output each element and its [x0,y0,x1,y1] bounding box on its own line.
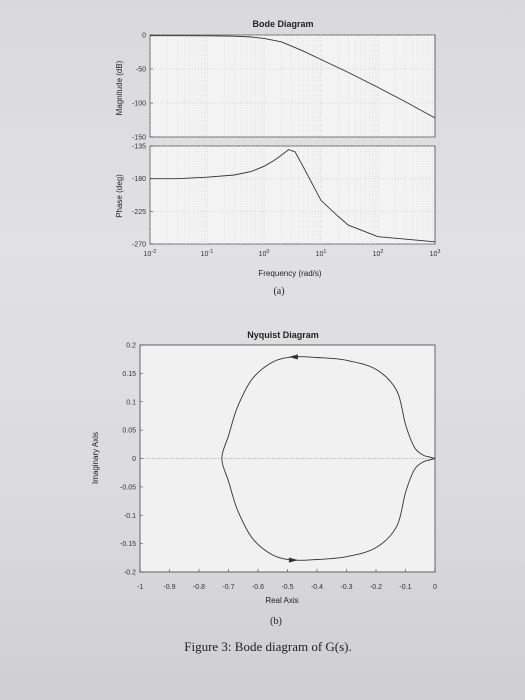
y-tick-label: -180 [132,176,146,183]
x-tick-label: -0.6 [252,584,264,591]
phase-ylabel: Phase (deg) [115,174,124,218]
magnitude-axes [149,34,436,138]
y-tick-label: 0.1 [126,399,136,406]
bode-caption: (a) [273,286,284,297]
x-tick-label: -0.4 [311,584,323,591]
y-tick-label: 0 [142,33,146,40]
y-tick-label: -0.2 [124,570,136,577]
x-tick-label: -0.9 [163,584,175,591]
y-tick-label: -135 [132,144,146,151]
x-tick-label: -0.7 [222,584,234,591]
nyquist-curve [221,356,436,561]
y-tick-label: -0.1 [124,513,136,520]
x-tick-label: 102 [373,249,384,258]
bode-title: Bode Diagram [252,19,313,29]
y-tick-label: 0.05 [122,428,136,435]
phase-grid [149,145,435,245]
frequency-tick-labels: 10-2 10-1 100 101 102 103 [144,249,441,258]
x-tick-label: 101 [316,249,327,258]
phase-axes [149,145,436,245]
y-tick-label: -225 [132,209,146,216]
y-tick-label: -50 [136,67,146,74]
x-tick-label: -0.8 [193,584,205,591]
y-tick-label: 0.15 [122,371,136,378]
y-tick-label: -100 [132,101,146,108]
y-tick-label: 0 [132,456,136,463]
y-tick-label: -150 [132,135,146,142]
magnitude-grid [149,34,435,138]
nyquist-arrow-lower [288,557,298,563]
y-tick-label: -270 [132,242,146,249]
figure-caption: Figure 3: Bode diagram of G(s). [184,639,352,654]
nyquist-arrow-upper [288,354,298,360]
magnitude-ticks: 0 -50 -100 -150 [132,33,153,142]
frequency-xlabel: Frequency (rad/s) [258,269,321,278]
x-tick-label: 0 [433,584,437,591]
x-tick-label: -0.5 [281,584,293,591]
x-tick-label: 100 [259,249,270,258]
x-tick-label: -1 [137,584,143,591]
x-tick-label: -0.1 [399,584,411,591]
y-tick-label: 0.2 [126,343,136,350]
nyquist-ylabel: Imaginary Axis [91,432,100,484]
x-tick-label: 10-1 [201,249,214,258]
x-tick-label: -0.3 [340,584,352,591]
nyquist-ticks: 0.20.150.10.050-0.05-0.1-0.15-0.2-1 -0.9-… [120,343,437,592]
magnitude-ylabel: Magnitude (dB) [115,60,124,115]
y-tick-label: -0.15 [120,541,136,548]
x-tick-label: 10-2 [144,249,157,258]
x-tick-label: -0.2 [370,584,382,591]
x-tick-label: 103 [430,249,441,258]
nyquist-caption: (b) [270,616,282,627]
nyquist-xlabel: Real Axis [265,596,298,605]
phase-curve [150,149,436,243]
y-tick-label: -0.05 [120,484,136,491]
nyquist-title: Nyquist Diagram [247,330,319,340]
magnitude-curve [150,35,436,119]
